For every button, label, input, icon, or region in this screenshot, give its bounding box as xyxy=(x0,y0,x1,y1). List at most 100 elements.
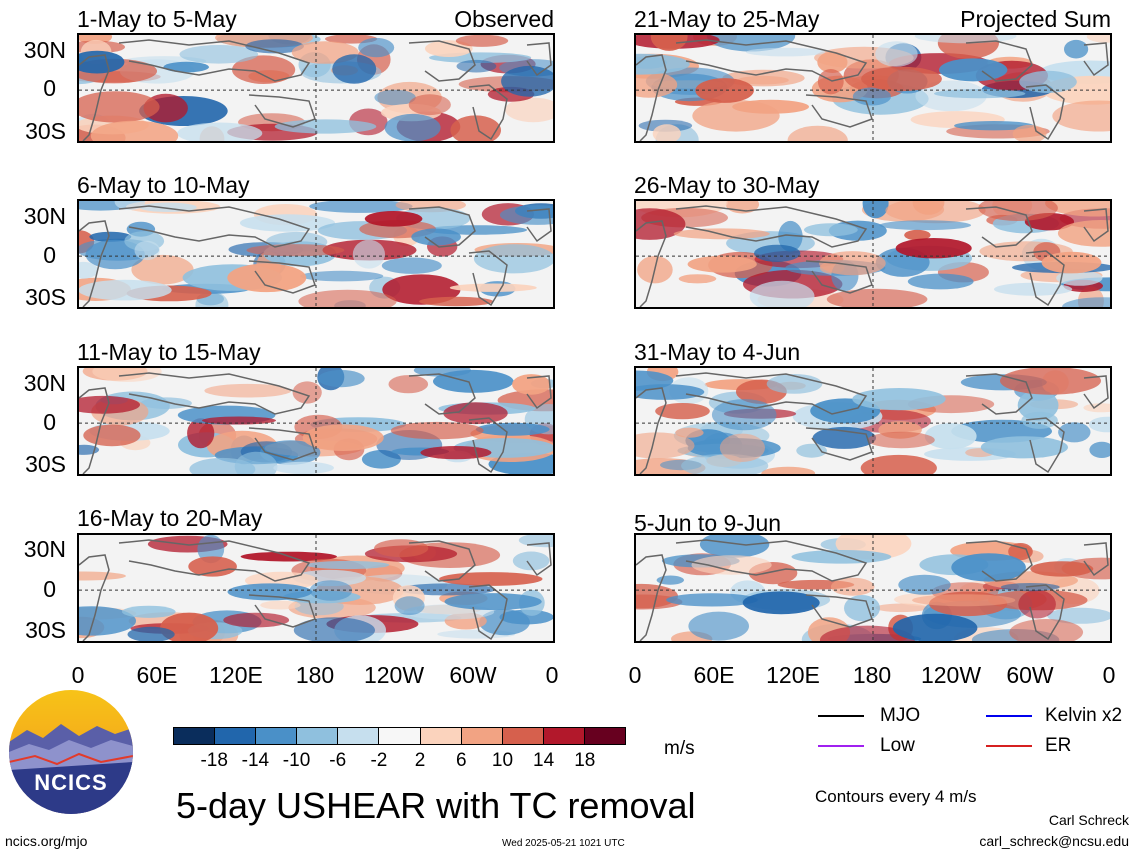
shear-anomaly xyxy=(234,451,278,474)
panel-title: 11-May to 15-May xyxy=(77,339,261,365)
coastline xyxy=(675,39,868,82)
shear-anomaly xyxy=(875,41,918,67)
shear-anomaly xyxy=(636,71,678,98)
colorbar xyxy=(173,727,626,745)
shear-anomaly xyxy=(879,220,971,231)
lat-label-30n: 30N xyxy=(23,203,66,229)
shear-anomaly xyxy=(455,35,509,47)
coastline xyxy=(805,94,873,128)
coastline xyxy=(468,417,508,474)
coastline xyxy=(118,539,311,582)
coastline xyxy=(526,42,552,77)
shear-anomaly xyxy=(1062,297,1110,307)
shear-anomaly xyxy=(374,539,429,558)
coastline xyxy=(248,594,316,628)
projected-sum-label: Projected Sum xyxy=(960,6,1111,32)
shear-anomaly xyxy=(381,257,442,274)
lon-label: 180 xyxy=(852,662,892,688)
lon-label: 180 xyxy=(295,662,335,688)
lat-label-30n: 30N xyxy=(23,37,66,63)
lat-label-0: 0 xyxy=(43,75,56,101)
coastline xyxy=(118,372,311,415)
coastline xyxy=(468,584,508,641)
shear-anomaly xyxy=(79,395,140,414)
shear-anomaly xyxy=(1030,561,1094,577)
logo-text: NCICS xyxy=(34,770,108,795)
coastline xyxy=(79,54,110,141)
shear-anomaly xyxy=(332,54,377,84)
shear-anomaly xyxy=(711,399,777,431)
coastline xyxy=(468,250,508,307)
shear-anomaly xyxy=(817,69,844,95)
shear-anomaly xyxy=(737,75,789,85)
shear-anomaly xyxy=(852,388,946,411)
shear-anomaly xyxy=(861,66,942,92)
shear-anomaly xyxy=(89,231,132,242)
coastline xyxy=(248,260,316,294)
legend-label-er: ER xyxy=(1045,735,1072,756)
shear-anomaly xyxy=(1083,403,1110,413)
shear-anomaly xyxy=(912,594,1016,607)
shear-anomaly xyxy=(202,416,276,425)
shear-anomaly xyxy=(223,612,290,628)
shear-anomaly xyxy=(796,443,827,458)
shear-anomaly xyxy=(177,122,263,141)
colorbar-tick-label: 6 xyxy=(455,750,467,771)
shear-anomaly xyxy=(1057,220,1110,247)
legend-label-low: Low xyxy=(880,735,915,756)
shear-anomaly xyxy=(1086,35,1110,43)
colorbar-swatch xyxy=(174,728,216,744)
legend-line-er xyxy=(986,745,1032,747)
shear-anomaly xyxy=(898,574,951,595)
shear-anomaly xyxy=(79,261,98,279)
shear-anomaly xyxy=(298,289,397,307)
lon-label: 120E xyxy=(209,662,263,688)
shear-anomaly xyxy=(1019,70,1077,93)
lon-label: 0 xyxy=(545,662,559,688)
shear-anomaly xyxy=(232,55,296,84)
shear-anomaly xyxy=(512,551,550,571)
shear-anomaly xyxy=(505,97,553,123)
shear-anomaly xyxy=(766,374,823,394)
lat-label-30n: 30N xyxy=(23,370,66,396)
shear-anomaly xyxy=(688,611,749,641)
shear-anomaly xyxy=(719,433,765,462)
shear-map xyxy=(634,199,1112,309)
shear-anomaly xyxy=(450,115,501,141)
shear-anomaly xyxy=(79,606,136,636)
lat-label-0: 0 xyxy=(43,409,56,435)
lat-label-30n: 30N xyxy=(23,536,66,562)
shear-anomaly xyxy=(1012,124,1047,141)
shear-anomaly xyxy=(652,124,681,141)
lat-label-0: 0 xyxy=(43,576,56,602)
shear-anomaly xyxy=(473,244,553,274)
shear-anomaly xyxy=(131,254,194,285)
lon-label: 60W xyxy=(1006,662,1054,688)
observed-label: Observed xyxy=(454,6,554,32)
coastline xyxy=(805,260,873,294)
colorbar-swatch xyxy=(420,728,462,744)
shear-anomaly xyxy=(1047,607,1110,624)
shear-anomaly xyxy=(411,228,461,246)
shear-anomaly xyxy=(260,440,321,465)
lat-label-30s: 30S xyxy=(25,118,66,144)
shear-anomaly xyxy=(292,381,322,404)
shear-anomaly xyxy=(187,418,215,449)
colorbar-tick-label: -10 xyxy=(282,750,311,771)
panel-title: 16-May to 20-May xyxy=(77,505,263,531)
shear-anomaly xyxy=(227,263,307,293)
colorbar-swatch xyxy=(379,728,421,744)
colorbar-swatch xyxy=(338,728,380,744)
colorbar-tick-label: 14 xyxy=(533,750,555,771)
shear-anomaly xyxy=(475,422,550,436)
shear-anomaly xyxy=(819,251,886,276)
shear-anomaly xyxy=(384,113,441,141)
coastline xyxy=(1025,84,1065,141)
shear-anomaly xyxy=(134,240,160,261)
footer-timestamp: Wed 2025-05-21 1021 UTC xyxy=(502,838,625,849)
shear-anomaly xyxy=(934,89,1026,99)
shear-anomaly xyxy=(636,53,690,75)
shear-anomaly xyxy=(443,402,508,425)
shear-anomaly xyxy=(1058,422,1091,443)
coastline xyxy=(526,375,552,410)
